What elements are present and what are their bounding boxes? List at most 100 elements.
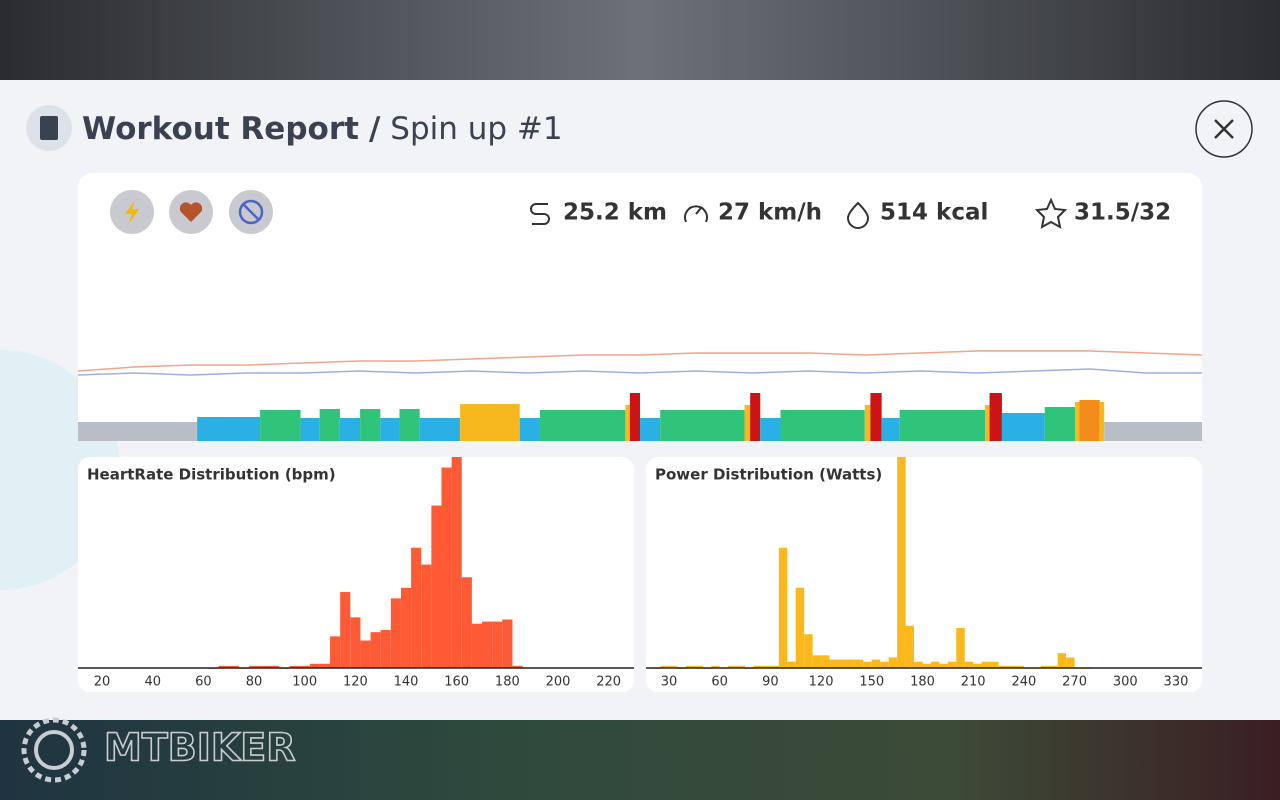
histogram-bar <box>947 661 957 668</box>
histogram-bar <box>736 665 746 668</box>
histogram-bar <box>319 663 331 668</box>
zone-bar <box>339 418 361 441</box>
zone-bar <box>78 422 198 441</box>
histogram-bar <box>1040 665 1050 668</box>
histogram-bar <box>370 632 381 668</box>
histogram-bar <box>905 625 915 668</box>
toggle-power[interactable] <box>110 190 154 234</box>
histogram-bar <box>981 661 991 668</box>
x-tick-label: 150 <box>859 675 884 690</box>
separator: / <box>369 111 381 147</box>
histogram-bar <box>411 547 422 668</box>
histogram-bar <box>778 547 788 668</box>
histogram-bar <box>390 598 401 668</box>
histogram-bar <box>1006 665 1016 668</box>
timeline-card <box>78 173 1202 441</box>
close-button[interactable] <box>1195 100 1253 158</box>
histogram-bar <box>998 665 1007 668</box>
x-tick-label: 120 <box>809 675 834 690</box>
histogram-bar <box>761 665 771 668</box>
zone-bar <box>870 393 882 441</box>
stat-icons <box>530 197 1068 229</box>
stat-calories: 514 kcal <box>880 200 988 226</box>
histogram-bar <box>512 665 523 668</box>
histogram-bar <box>846 659 855 668</box>
stat-distance: 25.2 km <box>563 200 667 226</box>
histogram-bar <box>269 665 280 668</box>
x-tick-label: 90 <box>762 675 779 690</box>
histogram-bar <box>340 592 351 668</box>
zone-bar <box>1104 422 1202 441</box>
histogram-bar <box>431 505 442 668</box>
histogram-bar <box>897 457 906 668</box>
zone-bar <box>1001 413 1045 441</box>
histogram-bar <box>685 665 695 668</box>
zone-bar <box>780 410 865 441</box>
zone-bar <box>1099 402 1105 441</box>
x-tick-label: 240 <box>1011 675 1036 690</box>
zone-bar <box>640 418 661 441</box>
metric-line <box>77 368 1202 376</box>
histogram-bar <box>248 665 260 668</box>
background-bottom <box>0 720 1280 800</box>
histogram-bar <box>888 657 898 668</box>
histogram-bar <box>218 665 229 668</box>
histogram-bar <box>289 665 300 668</box>
histogram-bar <box>854 659 864 668</box>
x-tick-label: 40 <box>144 675 161 690</box>
stat-speed: 27 km/h <box>718 200 822 226</box>
histogram-bar <box>863 661 872 668</box>
histogram-bar <box>380 630 391 668</box>
watermark: MTBIKER <box>104 726 296 770</box>
histogram-bar <box>880 661 889 668</box>
histogram-bar <box>228 665 239 668</box>
zone-bar <box>1044 407 1075 441</box>
x-tick-label: 120 <box>343 675 368 690</box>
zone-bar <box>399 409 420 441</box>
zone-bar <box>989 393 1002 441</box>
watermark-logo <box>21 717 87 783</box>
x-tick-label: 220 <box>596 675 621 690</box>
x-tick-label: 210 <box>961 675 986 690</box>
x-tick-label: 160 <box>444 675 469 690</box>
zone-bar <box>197 417 261 441</box>
histogram-bar <box>964 661 974 668</box>
histogram-bar <box>350 617 361 668</box>
zone-bar <box>300 418 320 441</box>
histogram-bar <box>492 621 503 668</box>
zone-bar <box>360 409 381 441</box>
zone-bar <box>760 418 781 441</box>
histogram-bar <box>1049 665 1058 668</box>
histogram-bar <box>956 627 965 668</box>
report-icon-glyph <box>40 116 58 140</box>
histogram-bar <box>770 665 779 668</box>
histogram-bar <box>400 587 412 668</box>
histogram-bar <box>914 661 923 668</box>
histogram-bar <box>660 665 669 668</box>
x-tick-label: 20 <box>94 675 111 690</box>
histogram-bar <box>821 655 830 668</box>
histogram-bar <box>330 636 341 668</box>
x-tick-label: 200 <box>546 675 571 690</box>
zone-bar <box>629 393 640 441</box>
toggle-cadence[interactable] <box>229 190 273 234</box>
histogram-bar <box>829 659 838 668</box>
zone-bar <box>419 418 461 441</box>
zone-bar <box>260 410 301 441</box>
histogram-bar <box>787 661 796 668</box>
histogram-bar <box>451 457 462 668</box>
x-tick-label: 30 <box>661 675 678 690</box>
histogram-bar <box>728 665 737 668</box>
zone-bar <box>750 393 761 441</box>
title: Workout Report <box>82 111 359 147</box>
zone-bar <box>881 418 900 441</box>
header: Workout Report / Spin up #1 <box>82 111 563 147</box>
x-tick-label: 300 <box>1113 675 1138 690</box>
toggle-heart[interactable] <box>169 190 213 234</box>
histogram-bar <box>694 665 703 668</box>
zone-bar <box>744 405 751 441</box>
histogram-bar <box>711 665 720 668</box>
histogram-bar <box>299 665 310 668</box>
zone-bar <box>319 409 340 441</box>
zone-bar <box>1074 402 1080 441</box>
